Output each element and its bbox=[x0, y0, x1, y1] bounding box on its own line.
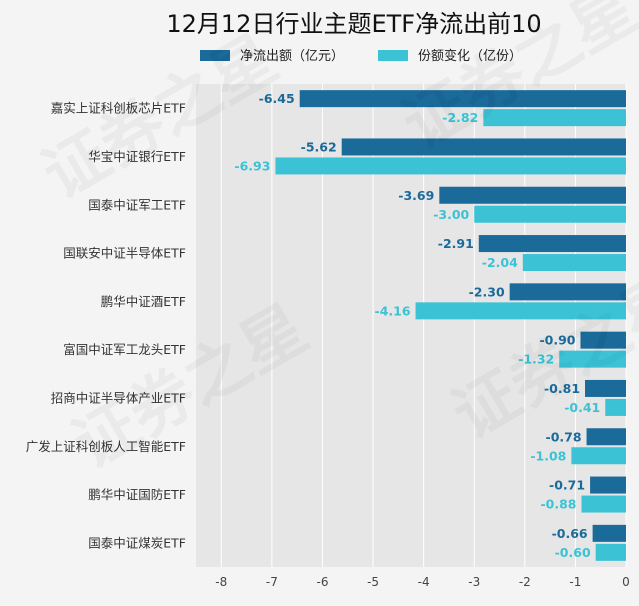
value-label-share-change: -4.16 bbox=[375, 303, 411, 318]
category-label: 鹏华中证酒ETF bbox=[101, 294, 186, 309]
chart-title: 12月12日行业主题ETF净流出前10 bbox=[166, 10, 541, 38]
value-label-outflow: -0.66 bbox=[552, 526, 588, 541]
bar-outflow bbox=[592, 524, 626, 542]
value-label-outflow: -2.30 bbox=[469, 284, 505, 299]
bar-share-change bbox=[581, 495, 626, 513]
bar-share-change bbox=[275, 157, 626, 175]
bar-outflow bbox=[585, 379, 626, 397]
value-label-share-change: -1.32 bbox=[518, 352, 554, 367]
legend-swatch-outflow bbox=[200, 50, 230, 61]
bar-share-change bbox=[559, 350, 626, 368]
x-tick-label: -5 bbox=[367, 575, 379, 589]
bar-outflow bbox=[341, 138, 626, 156]
category-label: 国泰中证煤炭ETF bbox=[88, 535, 186, 550]
legend-swatch-shares bbox=[378, 50, 408, 61]
value-label-outflow: -3.69 bbox=[398, 188, 434, 203]
bar-outflow bbox=[299, 90, 626, 108]
bar-share-change bbox=[522, 254, 626, 272]
x-tick-label: -1 bbox=[569, 575, 581, 589]
x-tick-label: -2 bbox=[519, 575, 531, 589]
value-label-outflow: -0.90 bbox=[539, 333, 575, 348]
bar-outflow bbox=[509, 283, 626, 301]
legend-label-shares: 份额变化（亿份） bbox=[418, 48, 522, 64]
category-labels: 嘉实上证科创板芯片ETF 华宝中证银行ETF 国泰中证军工ETF 国联安中证半导体ET… bbox=[26, 101, 186, 551]
category-label: 广发上证科创板人工智能ETF bbox=[26, 439, 186, 454]
value-label-outflow: -0.81 bbox=[544, 381, 580, 396]
bar-share-change bbox=[474, 205, 626, 223]
category-label: 招商中证半导体产业ETF bbox=[51, 390, 186, 405]
category-label: 国联安中证半导体ETF bbox=[63, 246, 186, 261]
bars bbox=[275, 90, 626, 561]
bar-outflow bbox=[580, 331, 626, 349]
x-tick-label: 0 bbox=[622, 575, 630, 589]
x-tick-label: -4 bbox=[418, 575, 430, 589]
bar-share-change bbox=[571, 447, 626, 465]
bar-share-change bbox=[483, 109, 626, 127]
category-label: 鹏华中证国防ETF bbox=[88, 487, 186, 502]
bar-share-change bbox=[595, 543, 626, 561]
value-label-outflow: -6.45 bbox=[259, 91, 295, 106]
value-label-share-change: -6.93 bbox=[234, 158, 270, 173]
value-label-share-change: -0.60 bbox=[555, 545, 591, 560]
value-label-outflow: -2.91 bbox=[438, 236, 474, 251]
x-tick-label: -7 bbox=[266, 575, 278, 589]
value-label-share-change: -0.41 bbox=[564, 400, 600, 415]
value-label-outflow: -5.62 bbox=[301, 139, 337, 154]
category-label: 国泰中证军工ETF bbox=[88, 197, 186, 212]
bar-outflow bbox=[439, 186, 626, 204]
bar-outflow bbox=[586, 428, 626, 446]
x-tick-label: -3 bbox=[468, 575, 480, 589]
value-label-share-change: -0.88 bbox=[540, 497, 576, 512]
value-label-share-change: -2.82 bbox=[442, 110, 478, 125]
legend-label-outflow: 净流出额（亿元） bbox=[240, 49, 344, 64]
value-labels: -6.45 -2.82 -5.62 -6.93 -3.69 -3.00 -2.91 -2.04… bbox=[234, 91, 600, 560]
value-label-outflow: -0.78 bbox=[546, 429, 582, 444]
bar-outflow bbox=[590, 476, 626, 494]
value-label-share-change: -1.08 bbox=[530, 448, 566, 463]
x-tick-label: -6 bbox=[316, 575, 328, 589]
bar-outflow bbox=[478, 235, 626, 253]
bar-share-change bbox=[605, 398, 626, 416]
value-label-outflow: -0.71 bbox=[549, 478, 585, 493]
x-axis-ticks: -8 -7 -6 -5 -4 -3 -2 -1 0 bbox=[215, 575, 630, 589]
value-label-share-change: -2.04 bbox=[482, 255, 518, 270]
category-label: 嘉实上证科创板芯片ETF bbox=[51, 101, 186, 116]
x-tick-label: -8 bbox=[215, 575, 227, 589]
category-label: 富国中证军工龙头ETF bbox=[63, 342, 186, 357]
category-label: 华宝中证银行ETF bbox=[88, 149, 186, 164]
value-label-share-change: -3.00 bbox=[433, 207, 469, 222]
bar-share-change bbox=[415, 302, 626, 320]
legend: 净流出额（亿元） 份额变化（亿份） bbox=[200, 48, 522, 64]
